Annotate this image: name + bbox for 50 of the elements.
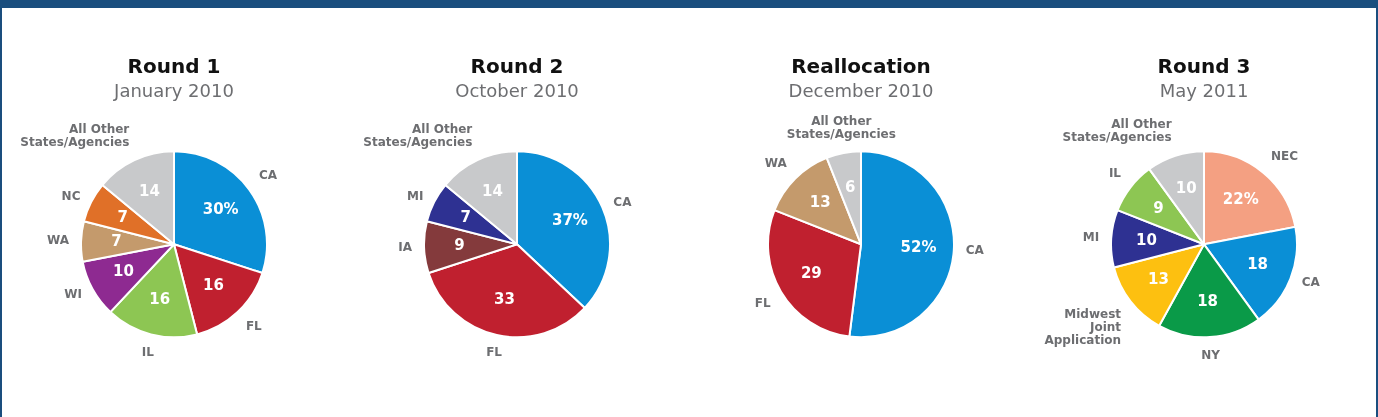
data-label: 18 (1247, 255, 1269, 274)
chart-subtitle: January 2010 (112, 80, 234, 102)
slice-label: CA (1301, 275, 1321, 290)
slice-label: IA (398, 239, 413, 254)
chart-subtitle: May 2011 (1159, 80, 1249, 102)
data-label: 9 (1153, 198, 1164, 217)
data-label: 10 (1136, 230, 1158, 249)
data-label: 29 (800, 263, 822, 282)
chart-title: Reallocation (790, 54, 931, 79)
slice-label: NEC (1271, 149, 1299, 164)
slice-label: All Other States/Agencies (20, 121, 130, 149)
slice-label: NY (1201, 347, 1221, 362)
slice-label: IL (141, 344, 155, 359)
slice-label: All Other States/Agencies (363, 121, 473, 149)
slice-label: FL (754, 296, 771, 311)
chart-title: Round 1 (127, 54, 221, 79)
chart-title: Round 3 (1157, 54, 1251, 79)
slice-label: CA (258, 168, 278, 183)
slice-label: All Other States/Agencies (1062, 117, 1172, 145)
data-label: 7 (117, 208, 128, 227)
data-label: 13 (1148, 269, 1170, 288)
chart-subtitle: December 2010 (788, 80, 934, 102)
data-label: 7 (460, 208, 472, 227)
data-label: 16 (202, 276, 224, 295)
slice-label: FL (486, 345, 503, 360)
slice-label: WI (64, 287, 82, 302)
slice-label: WA (46, 233, 70, 248)
slice-label: NC (61, 188, 81, 203)
data-label: 13 (809, 193, 831, 212)
chart-title: Round 2 (470, 54, 564, 79)
data-label: 30% (202, 200, 239, 219)
slice-label: FL (245, 319, 262, 334)
chart-subtitle: October 2010 (455, 80, 580, 102)
data-label: 52% (900, 237, 937, 256)
data-label: 18 (1197, 291, 1219, 310)
slice-label: MI (407, 188, 424, 203)
slice-label: IL (1109, 165, 1122, 180)
data-label: 37% (552, 211, 589, 230)
data-label: 9 (454, 236, 465, 254)
slice-label: WA (764, 155, 788, 170)
data-label: 16 (148, 290, 170, 309)
slice-label: All Other States/Agencies (786, 113, 896, 141)
data-label: 10 (112, 261, 134, 280)
slice-label: CA (613, 194, 633, 209)
data-label: 22% (1223, 189, 1259, 208)
data-label: 33 (494, 290, 516, 309)
slice-label: CA (965, 243, 985, 258)
slice-label: Midwest Joint Application (1044, 307, 1122, 348)
slice-label: MI (1083, 229, 1100, 244)
data-label: 7 (110, 232, 122, 251)
